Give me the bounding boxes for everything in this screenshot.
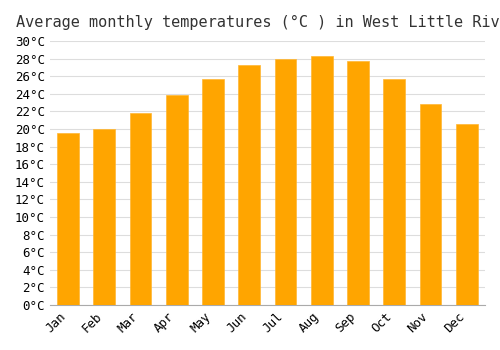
- Bar: [166, 96, 188, 305]
- Bar: [130, 113, 152, 305]
- Bar: [57, 133, 79, 305]
- Bar: [347, 61, 369, 305]
- Bar: [202, 79, 224, 305]
- Bar: [94, 129, 115, 305]
- Bar: [274, 58, 296, 305]
- Bar: [456, 124, 477, 305]
- Bar: [384, 79, 405, 305]
- Title: Average monthly temperatures (°C ) in West Little River: Average monthly temperatures (°C ) in We…: [16, 15, 500, 30]
- Bar: [311, 56, 332, 305]
- Bar: [238, 65, 260, 305]
- Bar: [420, 104, 442, 305]
